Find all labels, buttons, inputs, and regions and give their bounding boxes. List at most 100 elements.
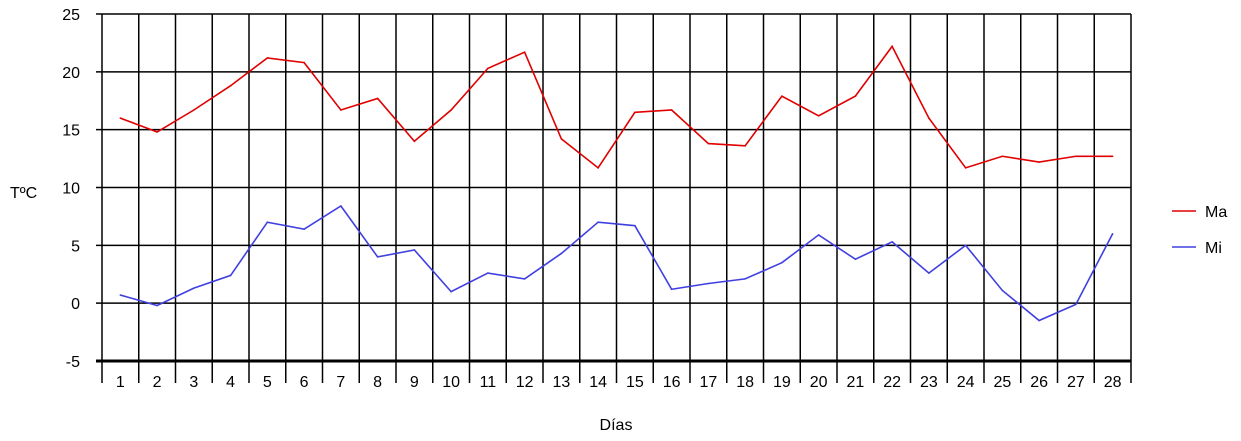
series-line-ma xyxy=(120,44,1113,170)
x-tick-label: 13 xyxy=(552,374,570,391)
data-point-ma xyxy=(781,95,783,97)
x-tick-label: 23 xyxy=(920,374,938,391)
grid-layer xyxy=(96,13,1132,363)
x-tick-label: 5 xyxy=(263,374,272,391)
x-tick-label: 11 xyxy=(480,374,497,391)
series-layer xyxy=(119,44,1114,322)
series-line-mi xyxy=(120,204,1114,322)
x-tick-label: 24 xyxy=(957,374,975,391)
data-point-ma xyxy=(928,117,930,119)
data-point-mi xyxy=(523,278,526,280)
x-tick-label: 20 xyxy=(810,374,828,391)
x-tick-label: 16 xyxy=(663,374,681,391)
x-tick-label: 1 xyxy=(116,374,125,391)
data-point-mi xyxy=(854,258,857,261)
x-tick-label: 10 xyxy=(442,374,460,391)
data-point-ma xyxy=(119,117,122,119)
data-point-ma xyxy=(303,61,305,64)
data-point-mi xyxy=(340,205,342,207)
data-point-mi xyxy=(376,256,379,258)
data-point-mi xyxy=(891,241,893,243)
data-point-ma xyxy=(1038,161,1040,163)
data-point-ma xyxy=(891,45,893,48)
data-point-ma xyxy=(1001,155,1004,158)
x-tick-label: 25 xyxy=(993,374,1011,391)
data-point-ma xyxy=(340,109,342,111)
data-point-ma xyxy=(413,140,416,143)
data-point-mi xyxy=(634,224,636,227)
y-tick-labels: -5 0 5 10 15 20 25 xyxy=(62,7,80,371)
data-point-mi xyxy=(303,228,305,230)
x-tick-label: 8 xyxy=(373,374,382,391)
x-tick-label: 9 xyxy=(410,374,419,391)
data-point-ma xyxy=(266,57,269,59)
data-point-ma xyxy=(376,97,379,100)
data-point-mi xyxy=(964,244,967,247)
data-point-ma xyxy=(1111,155,1114,158)
data-point-mi xyxy=(487,272,489,274)
x-tick-label: 26 xyxy=(1030,374,1048,391)
data-point-mi xyxy=(781,261,783,264)
legend-label: Ma xyxy=(1205,204,1227,221)
data-point-ma xyxy=(193,109,195,111)
data-point-ma xyxy=(597,167,599,169)
y-tick-label: -5 xyxy=(66,354,80,371)
data-point-mi xyxy=(817,234,820,236)
legend-label: Mi xyxy=(1205,240,1222,257)
x-tick-labels: 1 2 3 4 5 6 7 8 9 10 11 12 13 14 15 16 17 18 19 20 21 22 23 24 2… xyxy=(101,361,1132,391)
x-tick-label: 6 xyxy=(300,374,309,391)
x-tick-label: 3 xyxy=(189,374,198,391)
data-point-mi xyxy=(1038,319,1040,322)
x-axis-title: Días xyxy=(600,417,633,434)
data-point-mi xyxy=(156,304,158,307)
data-point-mi xyxy=(1111,232,1114,235)
data-point-ma xyxy=(854,95,857,97)
data-point-mi xyxy=(229,274,232,277)
x-tick-label: 2 xyxy=(153,374,162,391)
data-point-mi xyxy=(413,249,416,251)
data-point-ma xyxy=(707,142,710,145)
y-tick-label: 20 xyxy=(62,65,80,82)
x-tick-label: 27 xyxy=(1067,374,1085,391)
x-tick-label: 18 xyxy=(736,374,754,391)
x-tick-label: 15 xyxy=(626,374,644,391)
data-point-ma xyxy=(560,138,563,140)
data-point-ma xyxy=(487,67,489,70)
y-tick-label: 15 xyxy=(62,123,80,140)
data-point-mi xyxy=(119,294,122,296)
x-tick-label: 7 xyxy=(336,374,345,391)
x-tick-label: 21 xyxy=(846,374,864,391)
y-tick-label: 25 xyxy=(62,7,80,24)
x-tick-label: 28 xyxy=(1104,374,1122,391)
data-point-mi xyxy=(560,252,563,255)
data-point-ma xyxy=(229,84,232,87)
x-tick-label: 17 xyxy=(699,374,717,391)
data-point-mi xyxy=(266,221,269,223)
data-point-mi xyxy=(928,272,930,274)
x-tick-label: 12 xyxy=(516,374,534,391)
y-tick-label: 0 xyxy=(71,296,80,313)
data-point-ma xyxy=(817,114,820,117)
data-point-mi xyxy=(597,221,599,223)
data-point-ma xyxy=(744,145,746,147)
data-point-ma xyxy=(634,111,636,114)
data-point-mi xyxy=(670,288,673,291)
data-point-ma xyxy=(670,109,673,111)
x-tick-label: 4 xyxy=(226,374,235,391)
data-point-ma xyxy=(1075,155,1077,158)
data-point-mi xyxy=(450,290,452,293)
legend: Ma Mi xyxy=(1172,204,1227,257)
data-point-ma xyxy=(523,51,526,53)
y-tick-label: 5 xyxy=(71,238,80,255)
x-tick-label: 19 xyxy=(773,374,791,391)
y-tick-label: 10 xyxy=(62,181,80,198)
data-point-ma xyxy=(156,131,158,133)
data-point-ma xyxy=(964,167,967,169)
data-point-mi xyxy=(744,278,746,280)
y-axis-title: TºC xyxy=(10,185,37,202)
data-point-mi xyxy=(1001,289,1004,292)
data-point-mi xyxy=(1075,303,1077,306)
x-tick-label: 22 xyxy=(883,374,901,391)
x-tick-label: 14 xyxy=(589,374,607,391)
